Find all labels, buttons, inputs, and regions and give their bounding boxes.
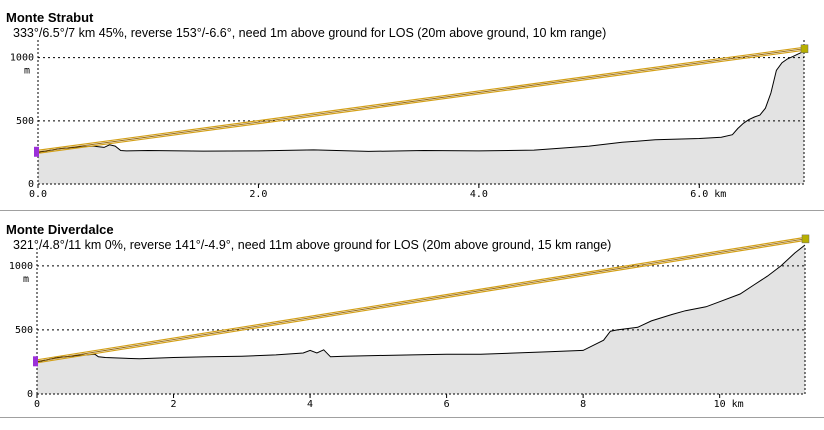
y-tick-label: 500 <box>15 325 33 336</box>
elevation-chart: 0 500 1000 m 0 2 4 6 8 10 km <box>9 234 810 410</box>
elevation-chart: 0 500 1000 m 0.0 2.0 4.0 6.0 km <box>10 40 809 200</box>
x-axis-unit: km <box>732 399 744 410</box>
x-tick-label: 6 <box>444 399 450 410</box>
x-tick-label: 10 <box>714 399 726 410</box>
profile-info: 321°/4.8°/11 km 0%, reverse 141°/-4.9°, … <box>13 238 612 252</box>
profile-panel-1: Monte Strabut 333°/6.5°/7 km 45%, revers… <box>0 0 824 212</box>
x-tick-label: 2 <box>171 399 177 410</box>
start-marker <box>33 356 38 367</box>
terrain-line <box>37 50 805 153</box>
los-line-lower <box>36 239 806 364</box>
terrain-area <box>37 245 805 394</box>
y-tick-label: 0 <box>28 179 34 190</box>
y-tick-label: 1000 <box>9 261 33 272</box>
x-tick-label: 0 <box>34 399 40 410</box>
x-tick-label: 2.0 <box>249 189 267 200</box>
y-axis-unit: m <box>24 66 30 77</box>
y-tick-label: 0 <box>27 389 33 400</box>
x-tick-label: 8 <box>580 399 586 410</box>
los-line-upper <box>37 46 805 151</box>
start-marker <box>34 146 39 157</box>
los-line-upper <box>36 236 806 361</box>
x-tick-label: 6.0 <box>690 189 708 200</box>
profile-info: 333°/6.5°/7 km 45%, reverse 153°/-6.6°, … <box>13 26 607 40</box>
x-tick-label: 4 <box>307 399 313 410</box>
terrain-area <box>38 51 804 184</box>
los-line-lower <box>37 49 805 154</box>
panel-separator <box>0 210 824 211</box>
y-tick-label: 500 <box>16 116 34 127</box>
los-line-center <box>37 48 805 153</box>
profile-title: Monte Diverdalce <box>6 222 114 237</box>
terrain-line <box>36 244 806 363</box>
profile-title: Monte Strabut <box>6 10 94 25</box>
end-marker <box>800 44 809 54</box>
panel-separator <box>0 417 824 418</box>
profile-panel-2: Monte Diverdalce 321°/4.8°/11 km 0%, rev… <box>0 212 824 430</box>
x-axis-unit: km <box>714 189 726 200</box>
x-tick-label: 0.0 <box>29 189 47 200</box>
y-tick-label: 1000 <box>10 53 34 64</box>
los-line-center <box>36 238 806 362</box>
x-tick-label: 4.0 <box>470 189 488 200</box>
y-axis-unit: m <box>23 274 29 285</box>
end-marker <box>801 234 810 244</box>
